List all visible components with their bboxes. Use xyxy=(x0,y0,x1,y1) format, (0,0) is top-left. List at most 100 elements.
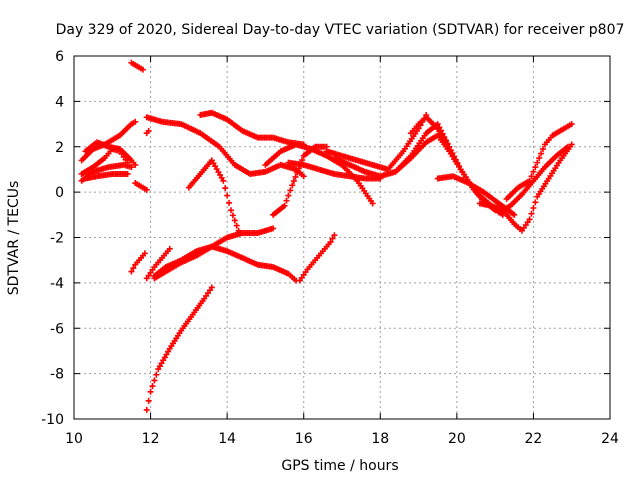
y-tick-label: 2 xyxy=(55,140,64,156)
data-point xyxy=(231,217,238,224)
data-point xyxy=(222,185,229,192)
data-points xyxy=(78,59,575,413)
data-point xyxy=(145,127,152,134)
y-tick-label: 6 xyxy=(55,49,64,65)
data-point xyxy=(153,371,160,378)
data-point xyxy=(526,216,533,223)
x-tick-label: 22 xyxy=(525,431,543,447)
data-point xyxy=(145,397,152,404)
data-point xyxy=(526,177,533,184)
data-series xyxy=(143,114,307,180)
data-point xyxy=(149,383,156,390)
x-tick-label: 24 xyxy=(601,431,619,447)
data-point xyxy=(511,211,518,218)
x-axis-label: GPS time / hours xyxy=(281,458,398,474)
y-tick-label: -2 xyxy=(50,231,64,247)
data-series xyxy=(128,59,146,73)
y-tick-label: 4 xyxy=(55,94,64,110)
data-series xyxy=(285,159,384,182)
data-point xyxy=(292,173,299,180)
data-series xyxy=(151,225,277,282)
x-tick-label: 10 xyxy=(65,431,83,447)
data-point xyxy=(229,212,236,219)
data-point xyxy=(270,225,277,232)
data-point xyxy=(139,66,146,73)
x-tick-label: 16 xyxy=(295,431,313,447)
data-point xyxy=(147,388,154,395)
data-point xyxy=(528,210,535,217)
y-tick-label: -8 xyxy=(50,367,64,383)
data-point xyxy=(143,186,150,193)
data-series xyxy=(270,143,330,218)
data-point xyxy=(540,146,546,153)
data-point xyxy=(208,284,215,291)
data-point xyxy=(300,173,307,180)
data-series xyxy=(132,180,150,193)
data-point xyxy=(166,245,173,252)
data-series xyxy=(296,232,338,284)
data-series xyxy=(143,284,215,413)
y-tick-label: -6 xyxy=(50,321,64,337)
data-point xyxy=(532,199,539,206)
data-point xyxy=(294,169,301,176)
data-point xyxy=(530,205,537,212)
data-series xyxy=(143,245,173,282)
data-point xyxy=(224,192,231,199)
data-point xyxy=(530,168,537,175)
data-point xyxy=(532,164,539,171)
data-point xyxy=(235,227,242,234)
data-point xyxy=(283,197,290,204)
x-tick-label: 14 xyxy=(218,431,236,447)
data-point xyxy=(538,150,545,157)
data-point xyxy=(141,250,148,257)
data-series xyxy=(82,170,131,182)
data-point xyxy=(233,222,240,229)
data-point xyxy=(290,178,297,185)
data-point xyxy=(568,121,575,128)
y-tick-label: 0 xyxy=(55,185,64,201)
data-point xyxy=(151,377,158,384)
data-point xyxy=(128,164,135,171)
data-point xyxy=(132,161,139,168)
y-tick-label: -10 xyxy=(41,412,64,428)
data-series xyxy=(82,139,139,168)
data-series xyxy=(143,127,152,137)
data-point xyxy=(143,406,150,413)
data-series xyxy=(262,141,376,207)
data-point xyxy=(289,182,296,189)
data-point xyxy=(446,143,453,150)
data-point xyxy=(132,118,139,125)
data-series xyxy=(78,161,135,184)
data-point xyxy=(536,155,543,162)
data-point xyxy=(227,207,234,214)
data-point xyxy=(124,170,131,177)
x-tick-label: 12 xyxy=(142,431,160,447)
data-point xyxy=(331,232,338,239)
data-point xyxy=(128,268,135,275)
data-series xyxy=(128,250,148,275)
data-point xyxy=(220,177,227,184)
grid xyxy=(74,56,610,419)
data-point xyxy=(568,141,575,148)
y-tick-label: -4 xyxy=(50,276,64,292)
x-tick-label: 20 xyxy=(448,431,466,447)
data-point xyxy=(287,187,294,194)
data-series xyxy=(151,243,300,284)
data-point xyxy=(534,159,541,166)
data-point xyxy=(528,173,535,180)
data-series xyxy=(185,157,242,234)
y-axis-label: SDTVAR / TECUs xyxy=(6,181,22,296)
data-point xyxy=(564,143,571,150)
data-point xyxy=(327,239,334,246)
data-point xyxy=(130,265,137,272)
data-point xyxy=(329,235,336,242)
data-point xyxy=(281,202,288,209)
chart-title: Day 329 of 2020, Sidereal Day-to-day VTE… xyxy=(56,22,625,38)
data-point xyxy=(285,192,292,199)
data-point xyxy=(369,200,376,207)
x-tick-label: 18 xyxy=(371,431,389,447)
data-series xyxy=(407,114,453,150)
